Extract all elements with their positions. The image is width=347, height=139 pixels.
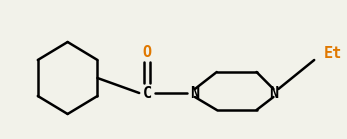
Text: Et: Et xyxy=(324,45,342,60)
Text: O: O xyxy=(143,44,152,59)
Text: C: C xyxy=(143,85,152,100)
Text: N: N xyxy=(190,85,200,100)
Text: N: N xyxy=(269,85,278,100)
